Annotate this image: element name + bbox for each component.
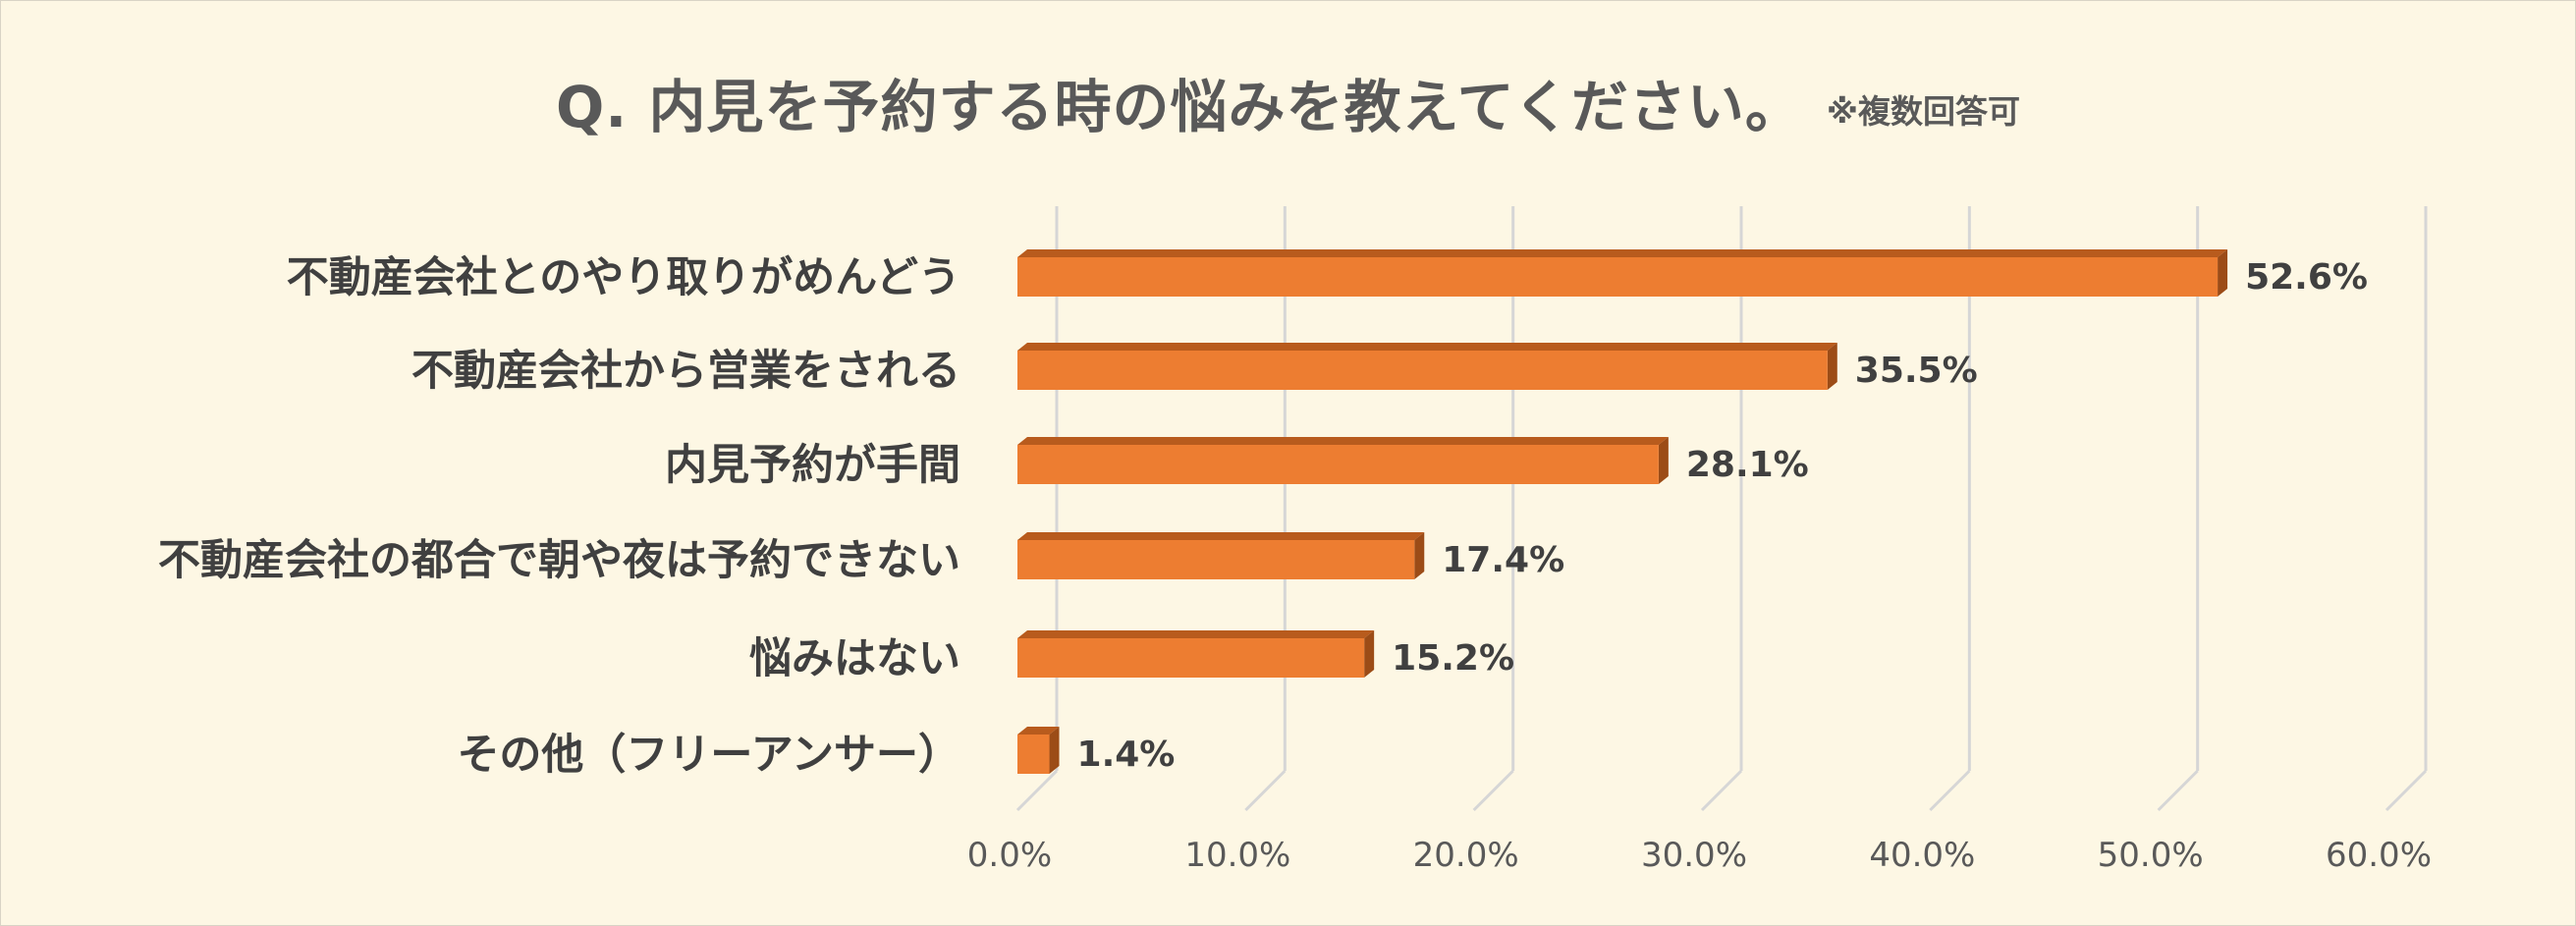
- category-label-0: 不動産会社とのやり取りがめんどう: [287, 253, 960, 302]
- value-label-1: 35.5%: [1855, 351, 1978, 391]
- bar-side-5: [1049, 727, 1060, 774]
- bar-top-5: [1017, 727, 1060, 735]
- bar-1: [1017, 343, 1837, 390]
- bar-side-0: [2218, 249, 2228, 297]
- gridline-floor-2: [1472, 769, 1514, 812]
- chart-note: ※複数回答可: [1826, 92, 2020, 131]
- x-tick-label-1: 10.0%: [1184, 836, 1290, 875]
- category-label-2: 内見予約が手間: [665, 441, 960, 490]
- x-tick-label-6: 60.0%: [2326, 836, 2432, 875]
- x-tick-label-2: 20.0%: [1413, 836, 1519, 875]
- gridline-floor-4: [1929, 769, 1971, 812]
- bar-side-2: [1658, 437, 1669, 484]
- x-tick-label-0: 0.0%: [967, 836, 1052, 875]
- bar-side-4: [1364, 630, 1375, 678]
- bar-front-2: [1017, 445, 1659, 484]
- value-label-0: 52.6%: [2245, 257, 2368, 298]
- chart-title: Q. 内見を予約する時の悩みを教えてください。: [556, 74, 1803, 140]
- category-label-1: 不動産会社から営業をされる: [411, 347, 960, 396]
- gridline-floor-1: [1244, 769, 1287, 812]
- bar-front-1: [1017, 351, 1828, 390]
- value-label-5: 1.4%: [1077, 735, 1176, 775]
- x-tick-label-3: 30.0%: [1641, 836, 1747, 875]
- bar-3: [1017, 532, 1425, 579]
- bar-5: [1017, 727, 1060, 774]
- bar-4: [1017, 630, 1375, 678]
- bar-top-0: [1017, 249, 2228, 257]
- bar-front-5: [1017, 735, 1050, 774]
- x-axis-tick-labels: 0.0% 10.0% 20.0% 30.0% 40.0% 50.0% 60.0%: [967, 836, 2432, 875]
- bar-0: [1017, 249, 2228, 297]
- gridline-floor-5: [2157, 769, 2199, 812]
- bar-side-1: [1827, 343, 1837, 390]
- bar-front-0: [1017, 257, 2219, 297]
- bar-top-3: [1017, 532, 1425, 540]
- value-label-2: 28.1%: [1686, 445, 1809, 485]
- gridline-floor-6: [2384, 769, 2428, 812]
- bars: [1017, 249, 2228, 774]
- chart-title-block: Q. 内見を予約する時の悩みを教えてください。 ※複数回答可: [0, 61, 2576, 143]
- value-label-3: 17.4%: [1442, 540, 1564, 580]
- x-tick-label-4: 40.0%: [1869, 836, 1975, 875]
- gridlines: [1015, 206, 2428, 812]
- gridline-floor-3: [1700, 769, 1743, 812]
- category-label-5: その他（フリーアンサー）: [457, 731, 960, 780]
- category-labels: 不動産会社とのやり取りがめんどう不動産会社から営業をされる内見予約が手間不動産会…: [158, 253, 960, 780]
- bar-top-2: [1017, 437, 1669, 445]
- category-label-3: 不動産会社の都合で朝や夜は予約できない: [158, 536, 960, 585]
- gridline-floor-0: [1015, 769, 1059, 812]
- x-tick-label-5: 50.0%: [2098, 836, 2204, 875]
- value-labels: 52.6% 35.5% 28.1% 17.4% 15.2% 1.4%: [1077, 257, 2368, 775]
- bar-top-4: [1017, 630, 1375, 638]
- bar-2: [1017, 437, 1669, 484]
- bar-side-3: [1414, 532, 1425, 579]
- bar-top-1: [1017, 343, 1837, 351]
- bar-front-4: [1017, 638, 1365, 678]
- bar-front-3: [1017, 540, 1415, 579]
- category-label-4: 悩みはない: [749, 634, 960, 683]
- value-label-4: 15.2%: [1392, 638, 1514, 679]
